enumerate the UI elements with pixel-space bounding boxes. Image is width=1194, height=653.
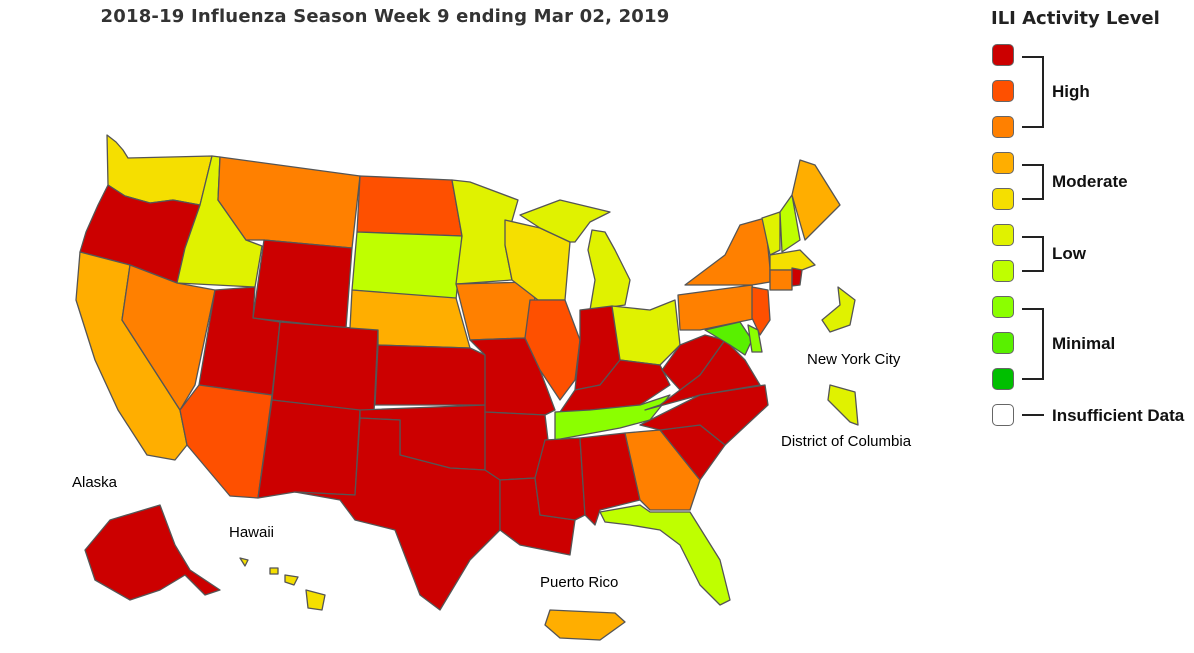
state-pa[interactable] (677, 284, 759, 331)
city-nyc[interactable] (821, 286, 856, 333)
legend-dash-insufficient (1022, 414, 1044, 416)
legend-swatch-level-10 (992, 44, 1014, 66)
legend: ILI Activity Level High Moderate Low Min… (975, 0, 1194, 653)
legend-group-minimal: Minimal (1052, 334, 1116, 353)
state-de[interactable] (747, 324, 763, 353)
legend-swatch-insufficient (992, 404, 1014, 426)
state-nh[interactable] (779, 194, 801, 253)
state-tx[interactable] (294, 417, 501, 611)
state-sd[interactable] (351, 231, 463, 301)
state-ri[interactable] (791, 267, 803, 287)
legend-insufficient-label: Insufficient Data (1052, 406, 1185, 425)
state-nj[interactable] (751, 286, 771, 336)
state-ny[interactable] (684, 217, 771, 286)
legend-swatch-level-6 (992, 188, 1014, 210)
state-fl[interactable] (599, 504, 731, 606)
legend-swatch-level-2 (992, 332, 1014, 354)
state-vt[interactable] (761, 211, 781, 256)
legend-bracket-low (1022, 236, 1044, 272)
legend-swatch-level-9 (992, 80, 1014, 102)
label-district-of-columbia: District of Columbia (781, 433, 912, 450)
legend-bracket-minimal (1022, 308, 1044, 380)
legend-swatch-level-5 (992, 224, 1014, 246)
legend-swatch-level-4 (992, 260, 1014, 282)
state-tn[interactable] (554, 394, 671, 441)
state-co[interactable] (271, 321, 379, 413)
legend-bracket-high (1022, 56, 1044, 128)
state-nm[interactable] (257, 399, 361, 499)
influenza-activity-map: New York City District of Columbia Alask… (72, 134, 912, 641)
legend-swatch-level-3 (992, 296, 1014, 318)
legend-group-moderate: Moderate (1052, 172, 1128, 191)
legend-bracket-moderate (1022, 164, 1044, 200)
state-ma[interactable] (769, 249, 816, 271)
state-nv[interactable] (121, 264, 216, 411)
state-mi[interactable] (519, 199, 631, 311)
state-il[interactable] (524, 299, 581, 401)
city-dc[interactable] (827, 384, 859, 426)
map-title: 2018-19 Influenza Season Week 9 ending M… (100, 6, 670, 27)
state-md[interactable] (704, 321, 753, 356)
state-ms[interactable] (534, 437, 586, 521)
label-hawaii: Hawaii (229, 524, 274, 541)
state-ks[interactable] (374, 344, 487, 406)
state-hi[interactable] (239, 557, 326, 611)
state-az[interactable] (179, 384, 273, 499)
territory-pr[interactable] (544, 609, 626, 641)
label-new-york-city: New York City (807, 351, 901, 368)
label-puerto-rico: Puerto Rico (540, 574, 618, 591)
state-oh[interactable] (611, 299, 681, 366)
legend-title: ILI Activity Level (991, 8, 1160, 29)
state-nd[interactable] (356, 175, 463, 237)
label-alaska: Alaska (72, 474, 118, 491)
state-me[interactable] (791, 159, 841, 241)
legend-group-low: Low (1052, 244, 1086, 263)
legend-swatch-level-7 (992, 152, 1014, 174)
legend-group-high: High (1052, 82, 1090, 101)
state-ak[interactable] (84, 504, 221, 601)
legend-swatch-level-1 (992, 368, 1014, 390)
legend-swatch-level-8 (992, 116, 1014, 138)
state-wy[interactable] (252, 239, 353, 329)
state-ct[interactable] (769, 269, 793, 291)
